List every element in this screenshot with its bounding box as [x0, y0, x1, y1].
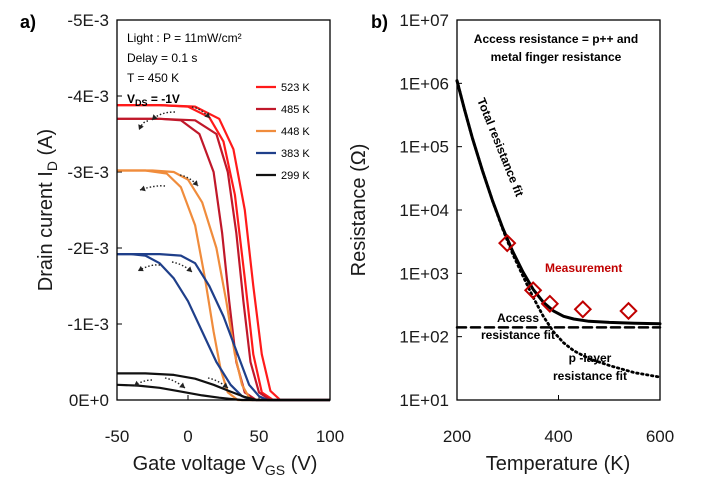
total-fit-label: Total resistance fit	[474, 96, 526, 199]
panel-b-x-axis-label: Temperature (K)	[486, 453, 631, 475]
panel-b-title-line-1: Access resistance = p++ and	[474, 32, 638, 46]
y-tick-label: 1E+07	[399, 11, 449, 30]
sweep-arrow-head	[140, 185, 146, 192]
measurement-marker	[523, 281, 543, 300]
sweep-arrow	[171, 261, 193, 273]
panel-b-frame	[456, 19, 661, 401]
x-tick-label: -50	[105, 427, 130, 446]
legend-entry: 383 K	[281, 148, 310, 160]
measurement-marker	[619, 301, 638, 321]
y-tick-label: 1E+05	[399, 138, 449, 157]
player-fit-label-2: resistance fit	[553, 369, 627, 383]
legend-entry: 523 K	[281, 82, 310, 94]
y-tick-label: 1E+06	[399, 74, 449, 93]
legend-entry: 448 K	[281, 126, 310, 138]
iv-curve-reverse	[117, 104, 330, 402]
sweep-arrow-head	[138, 265, 144, 272]
info-temperature: T = 450 K	[127, 71, 179, 85]
panel-b-y-axis-label: Resistance (Ω)	[348, 144, 370, 277]
panel-b-series	[455, 79, 662, 379]
sweep-arrow-head	[192, 180, 198, 186]
x-tick-label: 100	[316, 427, 344, 446]
info-vds: VDS = -1V	[127, 92, 180, 108]
y-tick-label: 1E+04	[399, 201, 449, 220]
y-tick-label: 0E+0	[69, 391, 109, 410]
iv-curve-reverse	[117, 169, 330, 402]
panel-a-x-axis-label: Gate voltage VGS (V)	[133, 453, 318, 478]
player-fit-label-1: p -layer	[569, 351, 612, 365]
access-fit-label-2: resistance fit	[481, 328, 555, 342]
sweep-arrow-head	[152, 114, 158, 120]
y-tick-label: -4E-3	[67, 87, 109, 106]
panel-b-chart: b) 1E+01 1E+02 1E+03 1E+04 1E+05 1E+06 1E+07 20…	[348, 11, 674, 475]
sweep-arrow	[191, 106, 211, 119]
sweep-arrow-head	[134, 380, 140, 386]
sweep-arrow-head	[186, 266, 192, 272]
sweep-arrow-head	[138, 124, 144, 130]
y-tick-label: 1E+03	[399, 264, 449, 283]
panel-a-info-box: Light : P = 11mW/cm² Delay = 0.1 s T = 4…	[127, 31, 242, 108]
panel-b-title-line-2: metal finger resistance	[491, 50, 622, 64]
panel-a-series	[116, 104, 330, 402]
y-tick-label: -3E-3	[67, 163, 109, 182]
sweep-arrow	[164, 377, 186, 389]
sweep-arrow	[139, 185, 166, 191]
panel-a-y-axis-label: Drain curent ID (A)	[35, 129, 60, 291]
legend-entry: 299 K	[281, 170, 310, 182]
panel-a-frame	[116, 19, 331, 401]
y-tick-label: -5E-3	[67, 11, 109, 30]
panel-a-chart: a) 0E+0 -1E-3 -2E-3 -3E-3 -4E-3 -5E-3 -50 0 50 10…	[20, 11, 344, 478]
panel-a-axis-ticks: 0E+0 -1E-3 -2E-3 -3E-3 -4E-3 -5E-3 -50 0 50 100	[67, 11, 344, 446]
y-tick-label: 1E+01	[399, 391, 449, 410]
access-fit-label-1: Access	[497, 311, 539, 325]
iv-curve-reverse	[117, 253, 330, 402]
x-tick-label: 200	[443, 427, 471, 446]
iv-curve-reverse	[117, 372, 330, 402]
panel-b-label: b)	[371, 12, 388, 32]
x-tick-label: 600	[646, 427, 674, 446]
info-light: Light : P = 11mW/cm²	[127, 31, 242, 45]
panel-a-sweep-arrows	[133, 106, 229, 389]
x-tick-label: 50	[250, 427, 269, 446]
measurement-label: Measurement	[545, 261, 622, 275]
x-tick-label: 400	[544, 427, 572, 446]
measurement-marker	[540, 294, 560, 313]
sweep-arrow-head	[179, 382, 185, 388]
sweep-arrow-head	[204, 112, 210, 118]
legend-entry: 485 K	[281, 104, 310, 116]
info-delay: Delay = 0.1 s	[127, 51, 197, 65]
panel-b-axis-ticks: 1E+01 1E+02 1E+03 1E+04 1E+05 1E+06 1E+07 200 40…	[399, 11, 674, 446]
panel-a-legend: 523 K 485 K 448 K 383 K 299 K	[256, 82, 310, 182]
x-tick-label: 0	[183, 427, 192, 446]
measurement-marker	[573, 300, 593, 319]
iv-curve-reverse	[117, 117, 330, 402]
y-tick-label: -2E-3	[67, 239, 109, 258]
sweep-arrow	[207, 377, 229, 389]
y-tick-label: -1E-3	[67, 315, 109, 334]
measurement-marker	[498, 233, 517, 253]
sweep-arrow-head	[222, 382, 228, 388]
panel-a-label: a)	[20, 12, 36, 32]
y-tick-label: 1E+02	[399, 328, 449, 347]
